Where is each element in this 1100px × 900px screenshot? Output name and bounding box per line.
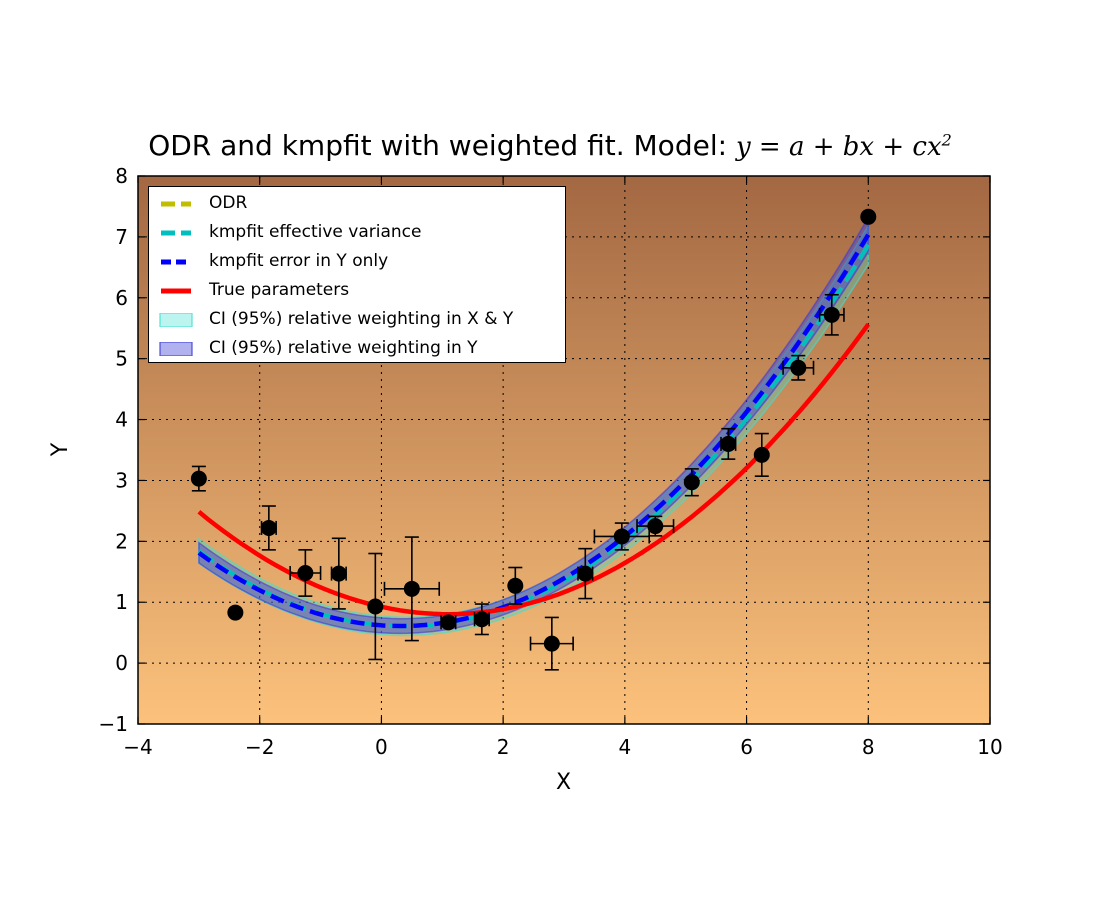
legend-label: True parameters: [209, 280, 350, 300]
point-marker: [190, 470, 207, 487]
chart-title-math: y = a + bx + cx2: [735, 130, 952, 162]
ci-band-xy: [198, 222, 870, 637]
legend-symbol-ci-xy: [159, 313, 193, 327]
x-tick-label: 10: [977, 735, 1002, 759]
point-marker: [753, 446, 770, 463]
y-tick-label: 6: [115, 286, 128, 310]
chart-title: ODR and kmpfit with weighted fit. Model:…: [0, 129, 1100, 162]
point-marker: [227, 604, 244, 621]
point-marker: [860, 208, 877, 225]
data-point: [683, 468, 700, 497]
data-point: [330, 537, 347, 610]
legend-label: ODR: [209, 193, 248, 213]
point-marker: [473, 611, 490, 628]
point-marker: [790, 359, 807, 376]
legend-item-ci-y: CI (95%) relative weighting in Y: [149, 336, 565, 362]
x-tick-label: 6: [740, 735, 753, 759]
data-point: [577, 547, 594, 600]
data-point: [529, 616, 574, 671]
data-point: [227, 604, 244, 621]
x-tick-label: −4: [123, 735, 152, 759]
data-point: [260, 505, 277, 551]
legend-label: kmpfit effective variance: [209, 222, 422, 242]
legend-label: CI (95%) relative weighting in Y: [209, 338, 478, 358]
data-point: [753, 432, 770, 477]
data-points: [190, 208, 877, 671]
legend-item-kmpfit-effective-variance: kmpfit effective variance: [149, 220, 565, 246]
y-tick-label: 2: [115, 529, 128, 553]
data-point: [636, 515, 675, 537]
legend-item-true-parameters: True parameters: [149, 278, 565, 304]
data-point: [818, 293, 845, 336]
data-point: [720, 427, 737, 460]
data-point: [383, 536, 441, 642]
y-tick-label: 5: [115, 347, 128, 371]
x-tick-label: 4: [618, 735, 631, 759]
point-marker: [647, 518, 664, 535]
y-tick-label: 0: [115, 651, 128, 675]
curve-kmpfit-error-y: [197, 233, 871, 629]
point-marker: [683, 474, 700, 491]
y-tick-label: 1: [115, 590, 128, 614]
point-marker: [613, 528, 630, 545]
data-point: [593, 522, 651, 551]
point-marker: [577, 565, 594, 582]
point-marker: [367, 598, 384, 615]
data-point: [473, 603, 490, 636]
y-tick-label: 8: [115, 164, 128, 188]
point-marker: [543, 635, 560, 652]
legend-item-ci-xy: CI (95%) relative weighting in X & Y: [149, 307, 565, 333]
y-tick-label: 3: [115, 468, 128, 492]
y-tick-label: 7: [115, 225, 128, 249]
legend: ODR kmpfit effective variance kmpfit err…: [148, 186, 566, 363]
legend-item-kmpfit-error-y: kmpfit error in Y only: [149, 249, 565, 275]
x-tick-label: −2: [245, 735, 274, 759]
legend-symbol-kmpfit-eff: [161, 230, 191, 236]
data-point: [507, 566, 524, 605]
legend-label: CI (95%) relative weighting in X & Y: [209, 309, 514, 329]
data-point: [367, 552, 384, 661]
point-marker: [330, 565, 347, 582]
point-marker: [260, 519, 277, 536]
y-axis-label: Y: [48, 442, 74, 457]
legend-symbol-true: [161, 288, 191, 294]
point-marker: [440, 614, 457, 631]
legend-item-odr: ODR: [149, 191, 565, 217]
y-tick-label: 4: [115, 408, 128, 432]
x-tick-label: 2: [497, 735, 510, 759]
point-marker: [507, 577, 524, 594]
data-point: [289, 549, 322, 597]
x-tick-label: 8: [862, 735, 875, 759]
legend-symbol-ci-y: [159, 342, 193, 356]
data-point: [440, 614, 457, 631]
curve-kmpfit-effective-variance: [197, 243, 871, 629]
legend-symbol-kmpfit-y: [161, 259, 191, 265]
point-marker: [403, 580, 420, 597]
x-tick-label: 0: [375, 735, 388, 759]
chart-title-text: ODR and kmpfit with weighted fit. Model:: [148, 129, 736, 162]
point-marker: [720, 435, 737, 452]
data-point: [190, 465, 207, 492]
point-marker: [823, 306, 840, 323]
plot-frame: [137, 175, 991, 725]
y-tick-label: −1: [99, 712, 128, 736]
axis-ticks: −4 −2 0 2 4 6 8 10 −1 0 1 2 3 4 5 6 7 8: [99, 164, 1003, 759]
legend-label: kmpfit error in Y only: [209, 251, 389, 271]
point-marker: [297, 564, 314, 581]
data-point: [860, 208, 877, 225]
x-axis-label: X: [556, 770, 572, 795]
legend-symbol-odr: [161, 201, 191, 207]
data-point: [782, 354, 815, 381]
